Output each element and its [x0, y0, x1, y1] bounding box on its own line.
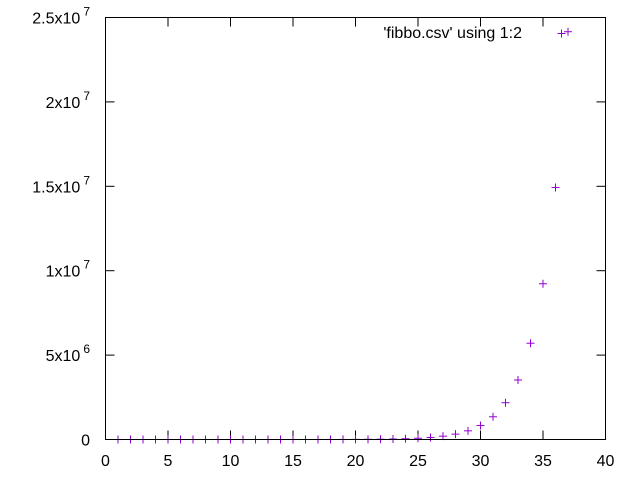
data-point: [464, 426, 472, 435]
y-tick-label: 1x10 7: [46, 258, 91, 281]
x-tick-label: 20: [347, 453, 365, 470]
y-tick-exponent: 6: [83, 342, 90, 356]
data-point: [451, 430, 460, 439]
y-tick-mantissa: 2.5x10: [32, 11, 80, 28]
data-point: [414, 434, 422, 443]
legend-label: 'fibbo.csv' using 1:2: [383, 25, 522, 42]
y-tick-exponent: 7: [83, 173, 90, 187]
y-tick-label: 2.5x10 7: [32, 5, 90, 28]
data-point: [489, 412, 497, 421]
y-tick-mantissa: 5x10: [46, 348, 81, 365]
y-tick-label: 5x10 6: [46, 342, 91, 365]
legend: 'fibbo.csv' using 1:2: [383, 25, 566, 42]
data-point: [476, 421, 485, 430]
data-point: [439, 432, 447, 441]
y-tick-mantissa: 1.5x10: [32, 179, 80, 196]
x-tick-label: 15: [284, 453, 302, 470]
x-tick-label: 0: [101, 453, 110, 470]
data-point: [526, 339, 535, 348]
x-tick-label: 40: [597, 453, 615, 470]
y-tick-label: 0: [81, 433, 90, 450]
data-point: [551, 183, 560, 192]
data-point: [401, 434, 410, 443]
x-tick-label: 30: [472, 453, 490, 470]
y-tick-exponent: 7: [83, 89, 90, 103]
data-point: [514, 376, 522, 385]
y-tick-label: 1.5x10 7: [32, 173, 90, 196]
data-point: [501, 398, 510, 407]
data-point: [564, 27, 572, 36]
legend-marker-symbol: [557, 29, 566, 38]
x-tick-label: 35: [534, 453, 552, 470]
y-tick-mantissa: 1x10: [46, 264, 81, 281]
plot-border: [105, 17, 606, 440]
x-tick-label: 10: [222, 453, 240, 470]
data-point: [426, 433, 435, 442]
y-tick-mantissa: 0: [81, 433, 90, 450]
data-point: [539, 279, 547, 288]
x-tick-label: 5: [164, 453, 173, 470]
y-tick-mantissa: 2x10: [46, 95, 81, 112]
y-tick-exponent: 7: [83, 258, 90, 272]
y-tick-label: 2x10 7: [46, 89, 91, 112]
legend-marker: [557, 29, 566, 38]
y-tick-exponent: 7: [83, 5, 90, 19]
x-tick-label: 25: [409, 453, 427, 470]
